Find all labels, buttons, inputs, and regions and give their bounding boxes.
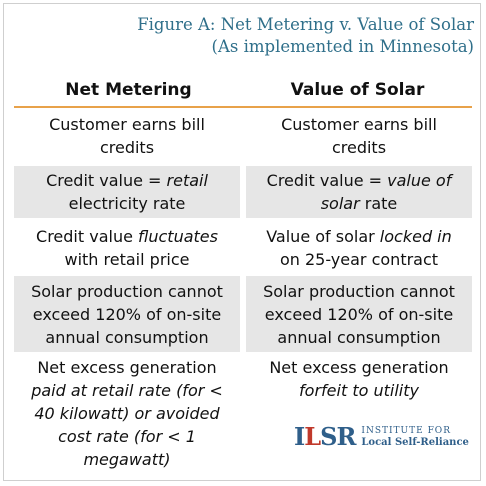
cell-line: exceed 120% of on-site xyxy=(264,304,454,324)
logo-line-name: Local Self-Reliance xyxy=(361,436,469,448)
cell-line: Solar production cannot xyxy=(31,281,223,301)
cell-value-of-solar: Credit value = value of solar rate xyxy=(246,166,472,218)
header-value-of-solar: Value of Solar xyxy=(290,80,425,100)
cell-value-of-solar: Solar production cannot exceed 120% of o… xyxy=(246,276,472,352)
cell-value-of-solar: Customer earns bill credits xyxy=(246,110,472,162)
cell-value-of-solar: Value of solar locked in on 25-year cont… xyxy=(246,222,472,274)
cell-text-italic: forfeit to utility xyxy=(299,381,419,400)
cell-line: cost rate (for < 1 xyxy=(58,425,196,448)
table-row: Credit value fluctuates with retail pric… xyxy=(14,222,472,274)
cell-net-metering: Credit value fluctuates with retail pric… xyxy=(14,222,240,274)
cell-line: solar rate xyxy=(321,192,398,215)
cell-line: annual consumption xyxy=(277,327,441,347)
cell-text: Credit value = xyxy=(46,171,167,190)
cell-text-italic: cost rate (for < 1 xyxy=(58,427,196,446)
cell-line: on 25-year contract xyxy=(279,250,439,269)
cell-line: megawatt) xyxy=(83,448,170,471)
cell-net-metering: Credit value = retail electricity rate xyxy=(14,166,240,218)
cell-text-italic: retail xyxy=(166,171,208,190)
cell-line: annual consumption xyxy=(45,327,209,347)
figure-title-line2: (As implemented in Minnesota) xyxy=(211,37,474,56)
cell-line: Credit value fluctuates xyxy=(36,225,218,248)
cell-line: with retail price xyxy=(64,250,190,269)
cell-text-italic: solar xyxy=(320,194,360,213)
logo-mark-i: I xyxy=(294,422,305,451)
cell-line: paid at retail rate (for < xyxy=(31,379,223,402)
cell-net-metering: Customer earns bill credits xyxy=(14,110,240,162)
cell-text-italic: 40 kilowatt) or avoided xyxy=(34,404,220,423)
table-row: Solar production cannot exceed 120% of o… xyxy=(14,276,472,352)
cell-line: credits xyxy=(331,138,387,157)
table-row: Credit value = retail electricity rate C… xyxy=(14,166,472,218)
cell-line: Customer earns bill xyxy=(281,115,437,134)
cell-text: Credit value xyxy=(36,227,139,246)
logo-mark-l: L xyxy=(304,422,321,451)
cell-text: Value of solar xyxy=(266,227,380,246)
cell-text-italic: locked in xyxy=(379,227,452,246)
figure-title-line1: Figure A: Net Metering v. Value of Solar xyxy=(137,15,474,34)
cell-text: rate xyxy=(359,194,398,213)
cell-text-italic: value of xyxy=(387,171,452,190)
ilsr-logo: ILSR INSTITUTE FOR Local Self-Reliance xyxy=(294,422,469,451)
cell-line: Value of solar locked in xyxy=(266,225,452,248)
cell-text-italic: megawatt) xyxy=(83,450,171,469)
cell-text-italic: fluctuates xyxy=(138,227,218,246)
table-header: Net Metering Value of Solar xyxy=(14,76,472,108)
ilsr-logo-text: INSTITUTE FOR Local Self-Reliance xyxy=(361,425,469,449)
cell-line: electricity rate xyxy=(68,194,186,213)
cell-line: credits xyxy=(99,138,155,157)
cell-line: Net excess generation xyxy=(37,358,217,377)
cell-line: 40 kilowatt) or avoided xyxy=(34,402,219,425)
table-row: Net excess generation paid at retail rat… xyxy=(14,356,472,474)
figure-frame: Figure A: Net Metering v. Value of Solar… xyxy=(3,3,481,481)
cell-line: Customer earns bill xyxy=(49,115,205,134)
figure-title: Figure A: Net Metering v. Value of Solar… xyxy=(4,14,474,58)
logo-mark-sr: SR xyxy=(320,422,356,451)
cell-line: exceed 120% of on-site xyxy=(32,304,222,324)
ilsr-logo-mark: ILSR xyxy=(294,422,356,451)
cell-line: Credit value = retail xyxy=(46,169,208,192)
cell-net-metering: Solar production cannot exceed 120% of o… xyxy=(14,276,240,352)
header-net-metering: Net Metering xyxy=(65,80,192,100)
logo-line-institute: INSTITUTE FOR xyxy=(361,425,451,436)
cell-line: Solar production cannot xyxy=(263,281,455,301)
table-row: Customer earns bill credits Customer ear… xyxy=(14,110,472,162)
cell-line: forfeit to utility xyxy=(299,379,419,402)
cell-net-metering: Net excess generation paid at retail rat… xyxy=(14,356,240,471)
cell-text-italic: paid at retail rate (for < xyxy=(31,381,223,400)
cell-line: Credit value = value of xyxy=(267,169,452,192)
cell-value-of-solar: Net excess generation forfeit to utility xyxy=(246,356,472,402)
cell-line: Net excess generation xyxy=(269,358,449,377)
cell-text: Credit value = xyxy=(266,171,388,190)
